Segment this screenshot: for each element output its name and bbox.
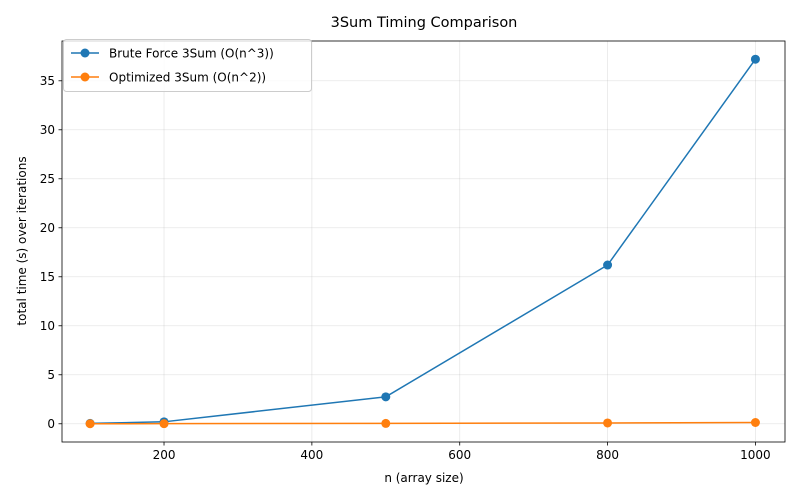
ticks-layer: 200 400 600 800 1000 0 5 10 15 20 25 30 35 xyxy=(40,74,771,462)
y-tick-label: 0 xyxy=(47,417,55,431)
data-point xyxy=(85,419,95,429)
x-tick-label: 1000 xyxy=(740,448,771,462)
data-point xyxy=(750,417,760,427)
plot-frame xyxy=(61,40,786,443)
y-tick-label: 30 xyxy=(40,123,55,137)
legend-marker-brute-force xyxy=(80,48,90,58)
x-tick-label: 200 xyxy=(153,448,176,462)
legend-marker-optimized xyxy=(80,72,90,82)
legend-label-brute-force: Brute Force 3Sum (O(n^3)) xyxy=(109,47,274,61)
data-point xyxy=(159,419,169,429)
legend-entry-optimized: Optimized 3Sum (O(n^2)) xyxy=(71,71,266,85)
x-tick-label: 600 xyxy=(448,448,471,462)
data-point xyxy=(750,54,760,64)
y-tick-label: 25 xyxy=(40,172,55,186)
legend-entry-brute-force: Brute Force 3Sum (O(n^3)) xyxy=(71,47,274,61)
x-tick-label: 800 xyxy=(596,448,619,462)
data-point xyxy=(381,418,391,428)
legend-frame xyxy=(63,39,312,92)
axes-frame xyxy=(61,40,786,443)
y-tick-label: 20 xyxy=(40,221,55,235)
x-tick-label: 400 xyxy=(300,448,323,462)
y-axis-label: total time (s) over iterations xyxy=(15,156,29,325)
grid-layer xyxy=(62,41,785,442)
data-point xyxy=(381,392,391,402)
y-tick-label: 5 xyxy=(47,368,55,382)
chart-title: 3Sum Timing Comparison xyxy=(331,15,518,31)
series-1 xyxy=(85,417,760,429)
data-point xyxy=(603,260,613,270)
x-axis-label: n (array size) xyxy=(384,471,463,485)
y-tick-label: 35 xyxy=(40,74,55,88)
y-tick-label: 15 xyxy=(40,270,55,284)
legend-label-optimized: Optimized 3Sum (O(n^2)) xyxy=(109,71,266,85)
series-layer xyxy=(85,54,760,429)
data-point xyxy=(603,418,613,428)
y-tick-label: 10 xyxy=(40,319,55,333)
legend: Brute Force 3Sum (O(n^3)) Optimized 3Sum… xyxy=(63,39,312,92)
